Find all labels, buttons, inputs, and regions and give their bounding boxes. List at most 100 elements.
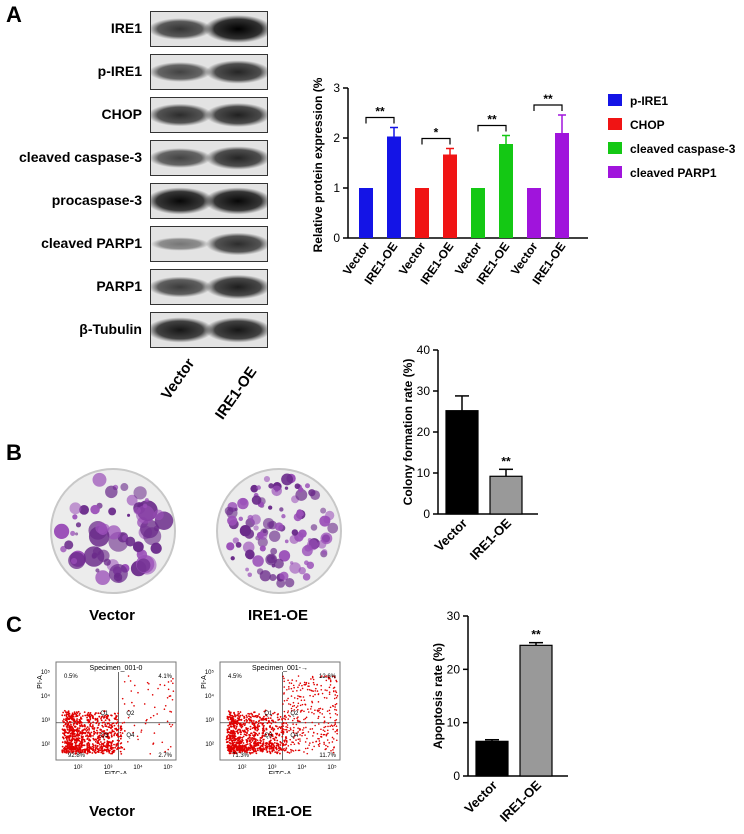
event-dot <box>99 746 102 749</box>
event-dot <box>283 677 285 680</box>
event-dot <box>94 744 97 747</box>
event-dot <box>278 749 280 752</box>
event-dot <box>307 682 310 685</box>
event-dot <box>61 736 64 739</box>
event-dot <box>240 724 243 727</box>
event-dot <box>268 733 270 736</box>
event-dot <box>278 734 281 737</box>
event-dot <box>321 692 324 695</box>
event-dot <box>116 742 119 745</box>
colony <box>79 504 89 515</box>
event-dot <box>76 732 79 735</box>
event-dot <box>227 741 229 743</box>
event-dot <box>115 715 118 717</box>
event-dot <box>310 678 312 680</box>
event-dot <box>164 705 167 707</box>
event-dot <box>241 736 244 739</box>
colony <box>259 545 266 552</box>
event-dot <box>289 703 292 706</box>
blot-strip <box>150 54 268 90</box>
event-dot <box>77 721 79 723</box>
event-dot <box>235 738 238 741</box>
x-axis-label: FITC-A <box>105 771 128 774</box>
event-dot <box>233 722 235 724</box>
event-dot <box>99 712 102 715</box>
event-dot <box>88 745 91 748</box>
event-dot <box>119 742 122 745</box>
event-dot <box>306 737 308 740</box>
event-dot <box>237 718 240 720</box>
event-dot <box>290 751 292 753</box>
event-dot <box>318 708 320 710</box>
event-dot <box>96 732 99 735</box>
event-dot <box>88 720 91 723</box>
event-dot <box>308 689 311 691</box>
colony <box>230 556 235 561</box>
event-dot <box>87 731 90 733</box>
event-dot <box>258 716 261 719</box>
event-dot <box>71 712 74 715</box>
event-dot <box>116 748 118 751</box>
event-dot <box>254 750 256 753</box>
event-dot <box>299 689 302 691</box>
event-dot <box>228 715 231 718</box>
colony <box>252 555 264 567</box>
event-dot <box>293 735 296 737</box>
event-dot <box>299 711 302 713</box>
event-dot <box>100 728 103 731</box>
event-dot <box>255 721 258 723</box>
event-dot <box>279 744 282 746</box>
y-tick-label: 10⁴ <box>205 693 215 700</box>
event-dot <box>279 748 282 751</box>
event-dot <box>108 726 111 729</box>
event-dot <box>119 725 122 728</box>
event-dot <box>107 722 109 724</box>
event-dot <box>293 686 295 689</box>
event-dot <box>83 711 86 714</box>
event-dot <box>101 743 103 746</box>
event-dot <box>89 725 92 727</box>
event-dot <box>231 735 234 738</box>
event-dot <box>249 728 252 731</box>
y-tick-label: 40 <box>417 343 431 357</box>
event-dot <box>278 718 281 721</box>
event-dot <box>293 704 296 707</box>
event-dot <box>90 714 93 716</box>
q4-percent: 2.7% <box>158 753 172 759</box>
event-dot <box>238 740 241 743</box>
event-dot <box>117 735 120 738</box>
y-tick-label: 10³ <box>205 718 214 724</box>
y-axis-label: PI-A <box>37 675 44 689</box>
event-dot <box>268 721 271 724</box>
event-dot <box>100 747 102 750</box>
event-dot <box>67 723 69 726</box>
event-dot <box>304 734 306 736</box>
event-dot <box>101 721 104 724</box>
event-dot <box>119 737 122 740</box>
event-dot <box>317 743 320 746</box>
event-dot <box>282 732 285 735</box>
event-dot <box>313 683 316 686</box>
event-dot <box>157 687 159 690</box>
event-dot <box>106 717 109 720</box>
sig-bracket <box>421 137 451 145</box>
event-dot <box>301 734 303 737</box>
event-dot <box>246 732 248 735</box>
event-dot <box>265 733 268 736</box>
event-dot <box>292 731 295 734</box>
colony <box>256 531 265 539</box>
colony <box>256 485 261 490</box>
event-dot <box>105 732 108 735</box>
colony <box>150 542 162 554</box>
event-dot <box>250 716 252 719</box>
event-dot <box>253 711 255 714</box>
event-dot <box>89 735 92 738</box>
event-dot <box>76 712 79 715</box>
event-dot <box>279 752 281 755</box>
event-dot <box>86 726 89 728</box>
event-dot <box>103 710 106 712</box>
event-dot <box>68 739 71 742</box>
event-dot <box>78 732 81 735</box>
event-dot <box>311 711 313 714</box>
blot-label: CHOP <box>101 106 142 122</box>
